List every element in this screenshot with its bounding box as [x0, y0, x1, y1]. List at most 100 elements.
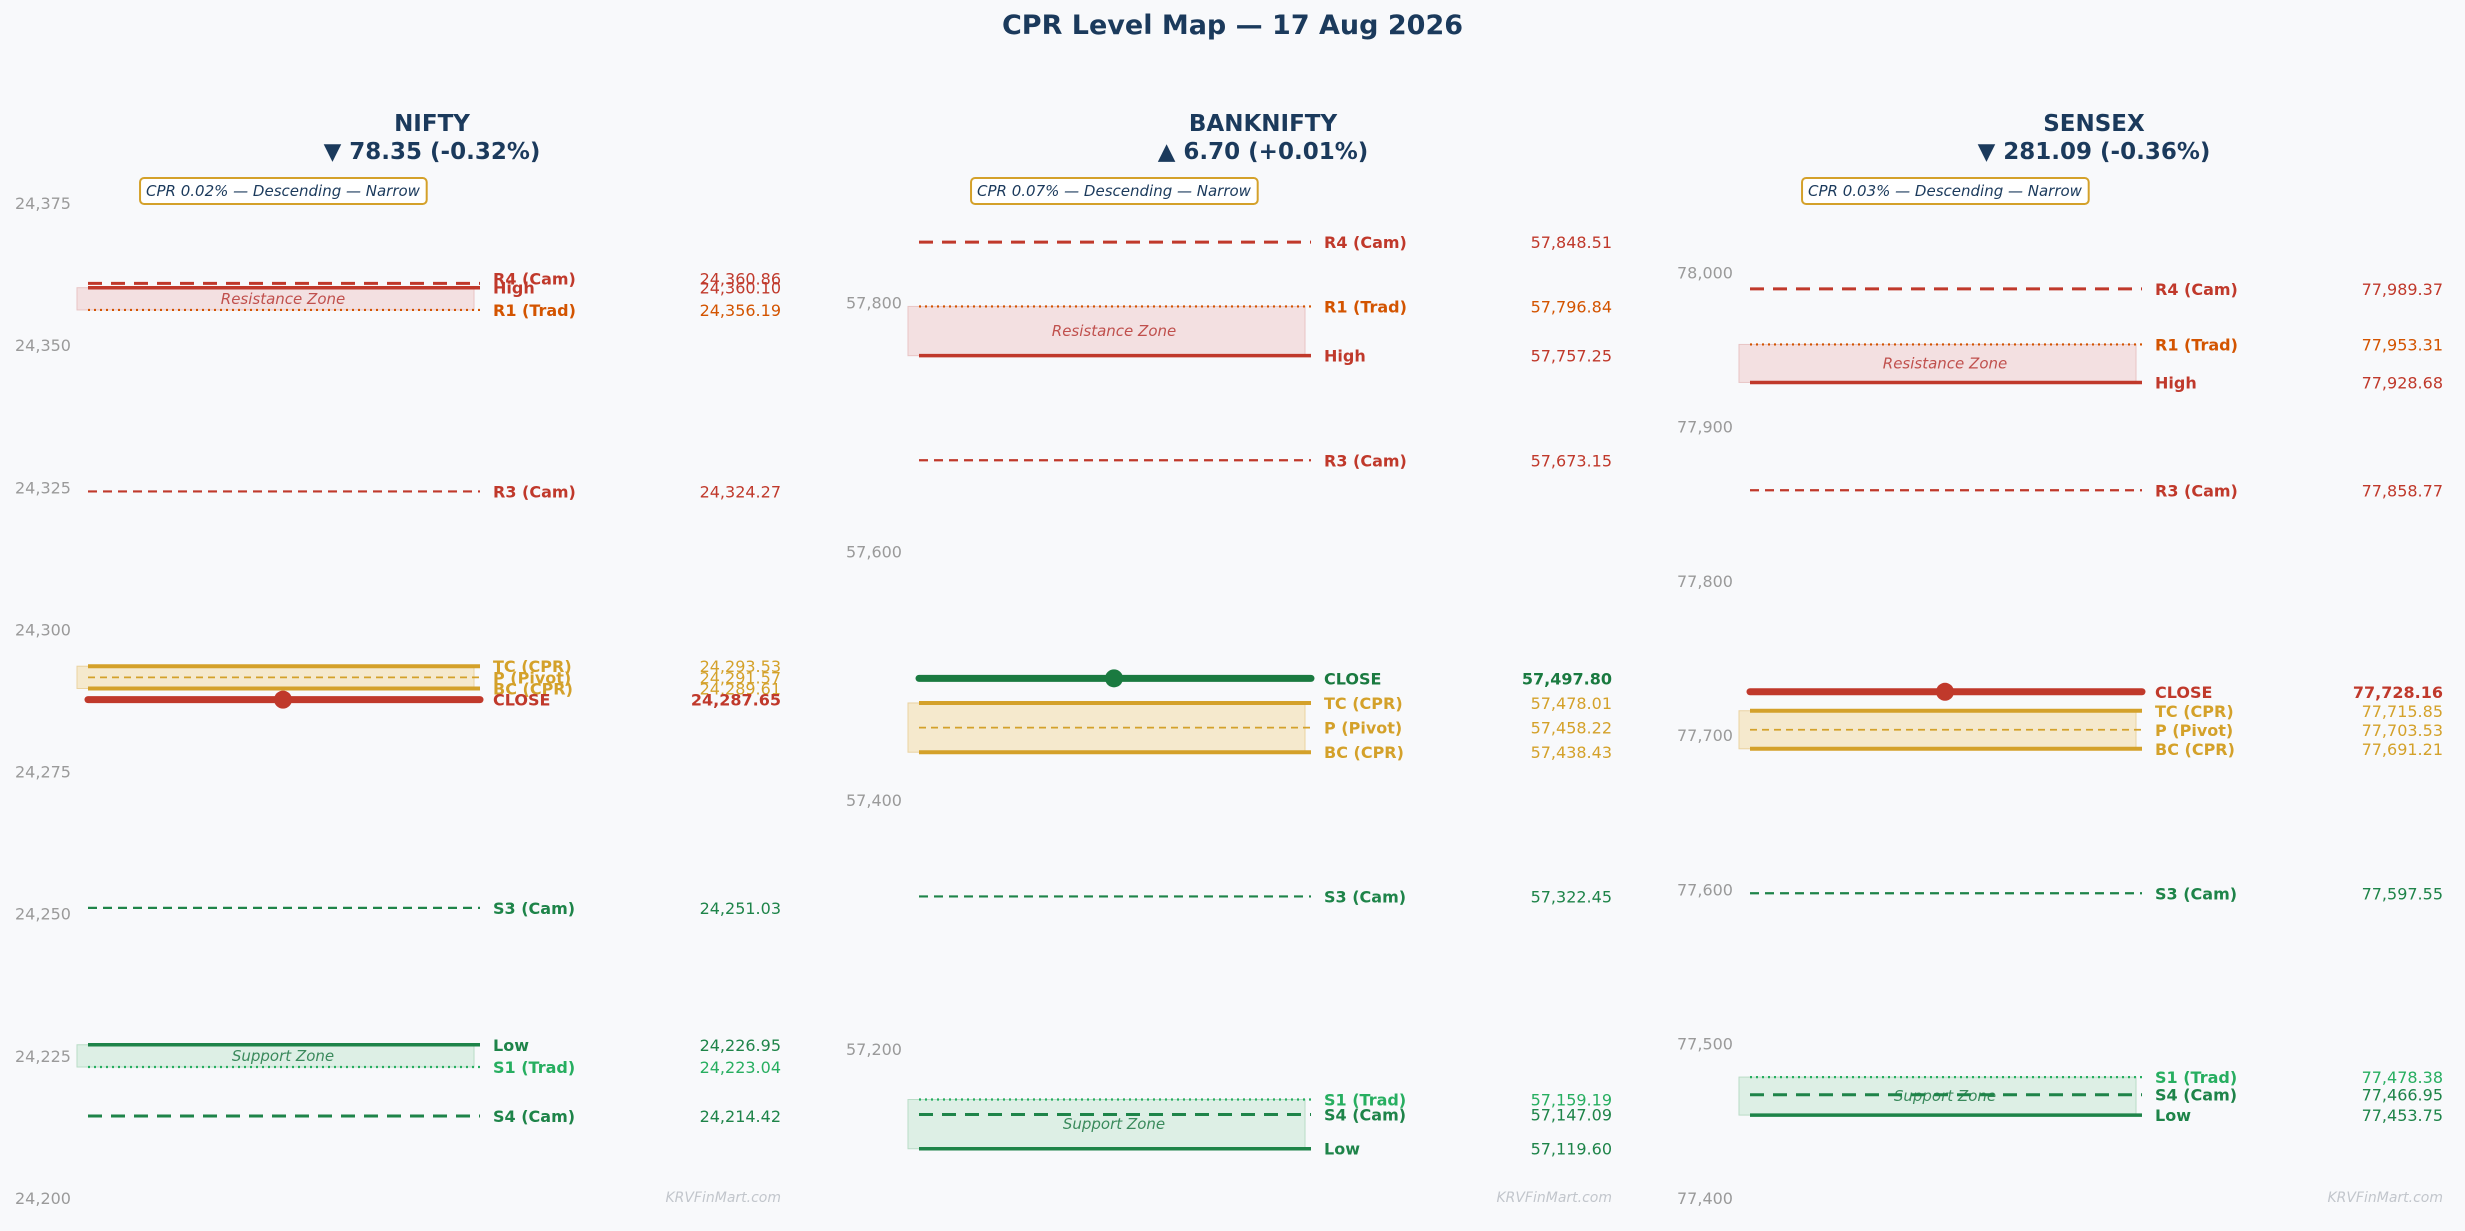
level-label: S3 (Cam): [493, 899, 575, 918]
cpr-note-box: [1801, 177, 2090, 205]
cpr-zone: [1738, 710, 2137, 750]
level-value: 77,858.77: [2362, 481, 2443, 500]
level-value: 57,159.19: [1531, 1091, 1612, 1110]
cpr-note-box: [970, 177, 1259, 205]
level-value: 77,989.37: [2362, 280, 2443, 299]
level-value: 57,497.80: [1522, 669, 1612, 688]
y-tick-label: 57,800: [846, 294, 902, 313]
level-value: 24,360.10: [700, 279, 781, 298]
level-label: P (Pivot): [1324, 719, 1402, 738]
y-tick-label: 24,350: [15, 336, 71, 355]
level-label: R3 (Cam): [1324, 451, 1407, 470]
panel-change: ▲ 6.70 (+0.01%): [1158, 139, 1369, 165]
level-value: 57,796.84: [1531, 297, 1612, 316]
level-value: 57,438.43: [1531, 743, 1612, 762]
panel-title: BANKNIFTY: [1189, 111, 1338, 137]
level-label: High: [1324, 347, 1366, 366]
cpr-zone: [907, 702, 1306, 753]
y-tick-label: 24,250: [15, 905, 71, 924]
level-label: CLOSE: [493, 691, 550, 710]
level-label: S3 (Cam): [1324, 887, 1406, 906]
support-zone: [907, 1099, 1306, 1150]
y-tick-label: 24,325: [15, 478, 71, 497]
level-label: Low: [1324, 1140, 1360, 1159]
level-value: 24,291.57: [700, 668, 781, 687]
watermark: KRVFinMart.com: [2327, 1190, 2443, 1206]
level-label: P (Pivot): [493, 668, 571, 687]
close-marker: [1105, 669, 1123, 688]
level-value: 77,597.55: [2362, 884, 2443, 903]
level-value: 77,728.16: [2353, 683, 2443, 702]
y-tick-label: 24,200: [15, 1189, 71, 1208]
level-label: High: [493, 279, 535, 298]
resistance-zone: [1738, 343, 2137, 383]
level-label: Low: [493, 1036, 529, 1055]
level-label: TC (CPR): [2155, 702, 2234, 721]
panel-change: ▼ 78.35 (-0.32%): [324, 139, 541, 165]
cpr-note: CPR 0.07% — Descending — Narrow: [977, 182, 1252, 200]
level-label: BC (CPR): [1324, 743, 1404, 762]
watermark: KRVFinMart.com: [1496, 1190, 1612, 1206]
y-tick-label: 78,000: [1677, 263, 1733, 282]
level-label: S4 (Cam): [493, 1107, 575, 1126]
level-label: S4 (Cam): [1324, 1106, 1406, 1125]
level-label: S1 (Trad): [2155, 1068, 2237, 1087]
level-label: BC (CPR): [493, 680, 573, 699]
panel-title: NIFTY: [394, 111, 470, 137]
level-value: 24,214.42: [700, 1107, 781, 1126]
level-value: 57,322.45: [1531, 887, 1612, 906]
chart-title: CPR Level Map — 17 Aug 2026: [1001, 10, 1464, 41]
level-label: R1 (Trad): [493, 301, 576, 320]
level-value: 24,226.95: [700, 1036, 781, 1055]
level-label: CLOSE: [1324, 669, 1381, 688]
level-label: TC (CPR): [493, 657, 572, 676]
level-value: 57,757.25: [1531, 347, 1612, 366]
cpr-note: CPR 0.02% — Descending — Narrow: [146, 182, 421, 200]
level-value: 57,848.51: [1531, 233, 1612, 252]
level-label: High: [2155, 373, 2197, 392]
level-label: R1 (Trad): [1324, 297, 1407, 316]
y-tick-label: 24,275: [15, 763, 71, 782]
resistance-zone-label: Resistance Zone: [1052, 322, 1176, 340]
level-value: 77,466.95: [2362, 1086, 2443, 1105]
y-tick-label: 77,600: [1677, 880, 1733, 899]
resistance-zone: [907, 305, 1306, 357]
y-tick-label: 77,400: [1677, 1189, 1733, 1208]
level-label: Low: [2155, 1106, 2191, 1125]
y-tick-label: 57,400: [846, 791, 902, 810]
level-label: R3 (Cam): [493, 482, 576, 501]
level-value: 77,953.31: [2362, 335, 2443, 354]
y-tick-label: 24,375: [15, 194, 71, 213]
panel-title: SENSEX: [2043, 111, 2145, 137]
support-zone-label: Support Zone: [232, 1047, 334, 1065]
close-marker: [274, 690, 292, 709]
level-value: 24,289.61: [700, 680, 781, 699]
y-tick-label: 77,900: [1677, 418, 1733, 437]
y-tick-label: 77,500: [1677, 1035, 1733, 1054]
level-value: 24,251.03: [700, 899, 781, 918]
y-tick-label: 24,225: [15, 1047, 71, 1066]
level-value: 24,287.65: [691, 691, 781, 710]
resistance-zone-label: Resistance Zone: [1883, 354, 2007, 372]
level-label: R4 (Cam): [493, 270, 576, 289]
level-value: 77,928.68: [2362, 373, 2443, 392]
level-label: R3 (Cam): [2155, 481, 2238, 500]
panel-change: ▼ 281.09 (-0.36%): [1978, 139, 2211, 165]
level-value: 24,360.86: [700, 270, 781, 289]
level-value: 24,324.27: [700, 482, 781, 501]
support-zone-label: Support Zone: [1063, 1115, 1165, 1133]
cpr-note-box: [139, 177, 428, 205]
level-value: 57,673.15: [1531, 451, 1612, 470]
level-value: 57,119.60: [1531, 1140, 1612, 1159]
y-tick-label: 57,200: [846, 1040, 902, 1059]
level-value: 57,478.01: [1531, 694, 1612, 713]
level-value: 77,691.21: [2362, 740, 2443, 759]
level-value: 57,458.22: [1531, 719, 1612, 738]
level-value: 24,293.53: [700, 657, 781, 676]
level-value: 77,715.85: [2362, 702, 2443, 721]
level-value: 77,453.75: [2362, 1106, 2443, 1125]
y-tick-label: 77,800: [1677, 572, 1733, 591]
cpr-note: CPR 0.03% — Descending — Narrow: [1808, 182, 2083, 200]
watermark: KRVFinMart.com: [665, 1190, 781, 1206]
